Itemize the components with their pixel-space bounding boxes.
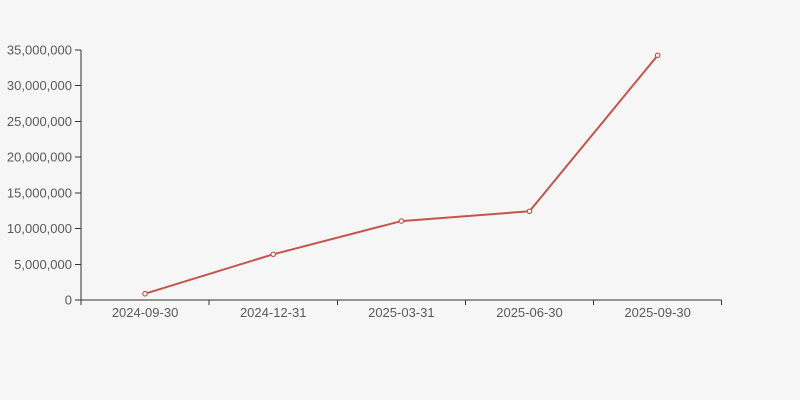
data-point-marker[interactable] (526, 208, 533, 215)
data-point-marker[interactable] (270, 251, 277, 258)
y-axis-tick-label: 5,000,000 (14, 257, 72, 272)
data-point-marker[interactable] (142, 290, 148, 297)
y-axis-tick-label: 25,000,000 (7, 114, 72, 129)
y-axis-tick-label: 0 (65, 293, 72, 308)
y-axis-tick-label: 30,000,000 (7, 78, 72, 93)
data-point-marker[interactable] (398, 218, 405, 224)
y-axis-tick-label: 20,000,000 (7, 150, 72, 165)
data-point-marker[interactable] (654, 52, 661, 59)
y-axis-tick-label: 15,000,000 (7, 185, 72, 200)
y-axis-tick-label: 35,000,000 (7, 43, 72, 58)
x-axis-tick-label: 2024-12-31 (240, 305, 307, 320)
x-axis-tick-label: 2025-09-30 (624, 305, 691, 320)
y-axis-tick-label: 10,000,000 (7, 221, 72, 236)
x-axis-tick-label: 2024-09-30 (112, 305, 179, 320)
x-axis-tick-label: 2025-06-30 (496, 305, 563, 320)
x-axis-tick-label: 2025-03-31 (368, 305, 435, 320)
series-line (144, 54, 659, 295)
